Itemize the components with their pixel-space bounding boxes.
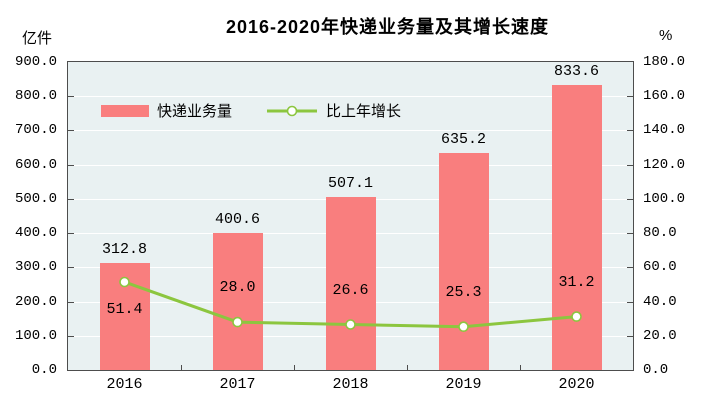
right-axis-tick [627,233,633,234]
gridline [68,165,633,166]
bar-value-label: 507.1 [327,174,374,192]
line-point [232,316,243,328]
x-axis-tick [294,365,295,370]
right-axis-tick [627,336,633,337]
x-axis-tick [407,365,408,370]
right-axis-tick-label: 60.0 [643,259,677,275]
left-axis-tick-label: 800.0 [14,88,57,104]
right-axis-tick-label: 180.0 [643,54,686,70]
x-axis-tick [181,365,182,370]
left-axis-tick-label: 0.0 [31,362,57,378]
left-axis-tick-label: 600.0 [14,157,57,173]
chart-title: 2016-2020年快递业务量及其增长速度 [225,17,550,37]
right-axis-tick-label: 120.0 [643,157,686,173]
right-axis-tick-label: 100.0 [643,191,686,207]
x-axis-label: 2016 [106,376,143,393]
gridline [68,96,633,97]
right-axis-tick-label: 80.0 [643,225,677,241]
bar [439,152,489,370]
line-point [571,311,582,322]
left-axis-tick-label: 200.0 [14,294,57,310]
left-axis-tick-label: 700.0 [14,122,57,138]
plot-area: 312.8 400.6 507.1 635.2 833.6 51.4 28.0 26.6 25.… [67,61,634,371]
growth-value-label: 31.2 [558,273,595,291]
left-axis-tick [68,96,74,97]
bar [326,196,376,370]
left-axis-tick [68,199,74,200]
right-axis-tick-label: 40.0 [643,294,677,310]
right-axis-tick [627,96,633,97]
right-axis-unit: % [659,27,673,44]
growth-value-label: 51.4 [106,301,143,318]
right-axis-tick [627,130,633,131]
gridline [68,130,633,131]
bar-value-label: 833.6 [553,62,600,80]
x-axis-label: 2019 [445,376,482,393]
x-axis-label: 2018 [332,376,369,393]
bar [213,232,263,370]
line-point [119,276,130,288]
bar-value-label: 312.8 [101,241,148,258]
left-axis-tick-label: 300.0 [14,259,57,275]
left-axis-tick [68,130,74,131]
left-axis-tick [68,336,74,337]
left-axis-tick-label: 400.0 [14,225,57,241]
right-axis-tick-label: 160.0 [643,88,686,104]
bar [552,84,602,370]
growth-value-label: 28.0 [219,279,256,297]
line-point [458,321,469,333]
left-axis-tick [68,267,74,268]
legend: 快递业务量 比上年增长 [101,100,401,121]
left-axis-tick [68,233,74,234]
left-axis-tick-label: 900.0 [14,54,57,70]
x-axis-label: 2017 [219,376,256,393]
right-axis-tick [627,199,633,200]
right-axis-tick [627,165,633,166]
right-axis-tick-label: 140.0 [643,122,686,138]
right-axis-tick-label: 20.0 [643,328,677,344]
right-axis-tick [627,302,633,303]
growth-value-label: 26.6 [332,281,369,299]
left-axis-tick [68,302,74,303]
bar-value-label: 635.2 [440,130,487,148]
line-series-swatch [267,105,318,116]
left-axis-tick-label: 500.0 [14,191,57,207]
growth-line-layer [119,276,582,333]
right-axis-tick-label: 0.0 [643,362,669,378]
x-axis-tick [520,365,521,370]
x-axis-label: 2020 [558,376,595,393]
bar-series-swatch [101,104,149,117]
bar-value-label: 400.6 [214,210,261,228]
left-axis-unit: 亿件 [22,30,53,47]
right-axis-tick [627,267,633,268]
growth-value-label: 25.3 [445,283,482,301]
line-point [345,319,356,330]
left-axis-tick-label: 100.0 [14,328,57,344]
left-axis-tick [68,165,74,166]
line-series-legend-label: 比上年增长 [326,103,402,120]
bar-series-legend-label: 快递业务量 [157,103,233,120]
